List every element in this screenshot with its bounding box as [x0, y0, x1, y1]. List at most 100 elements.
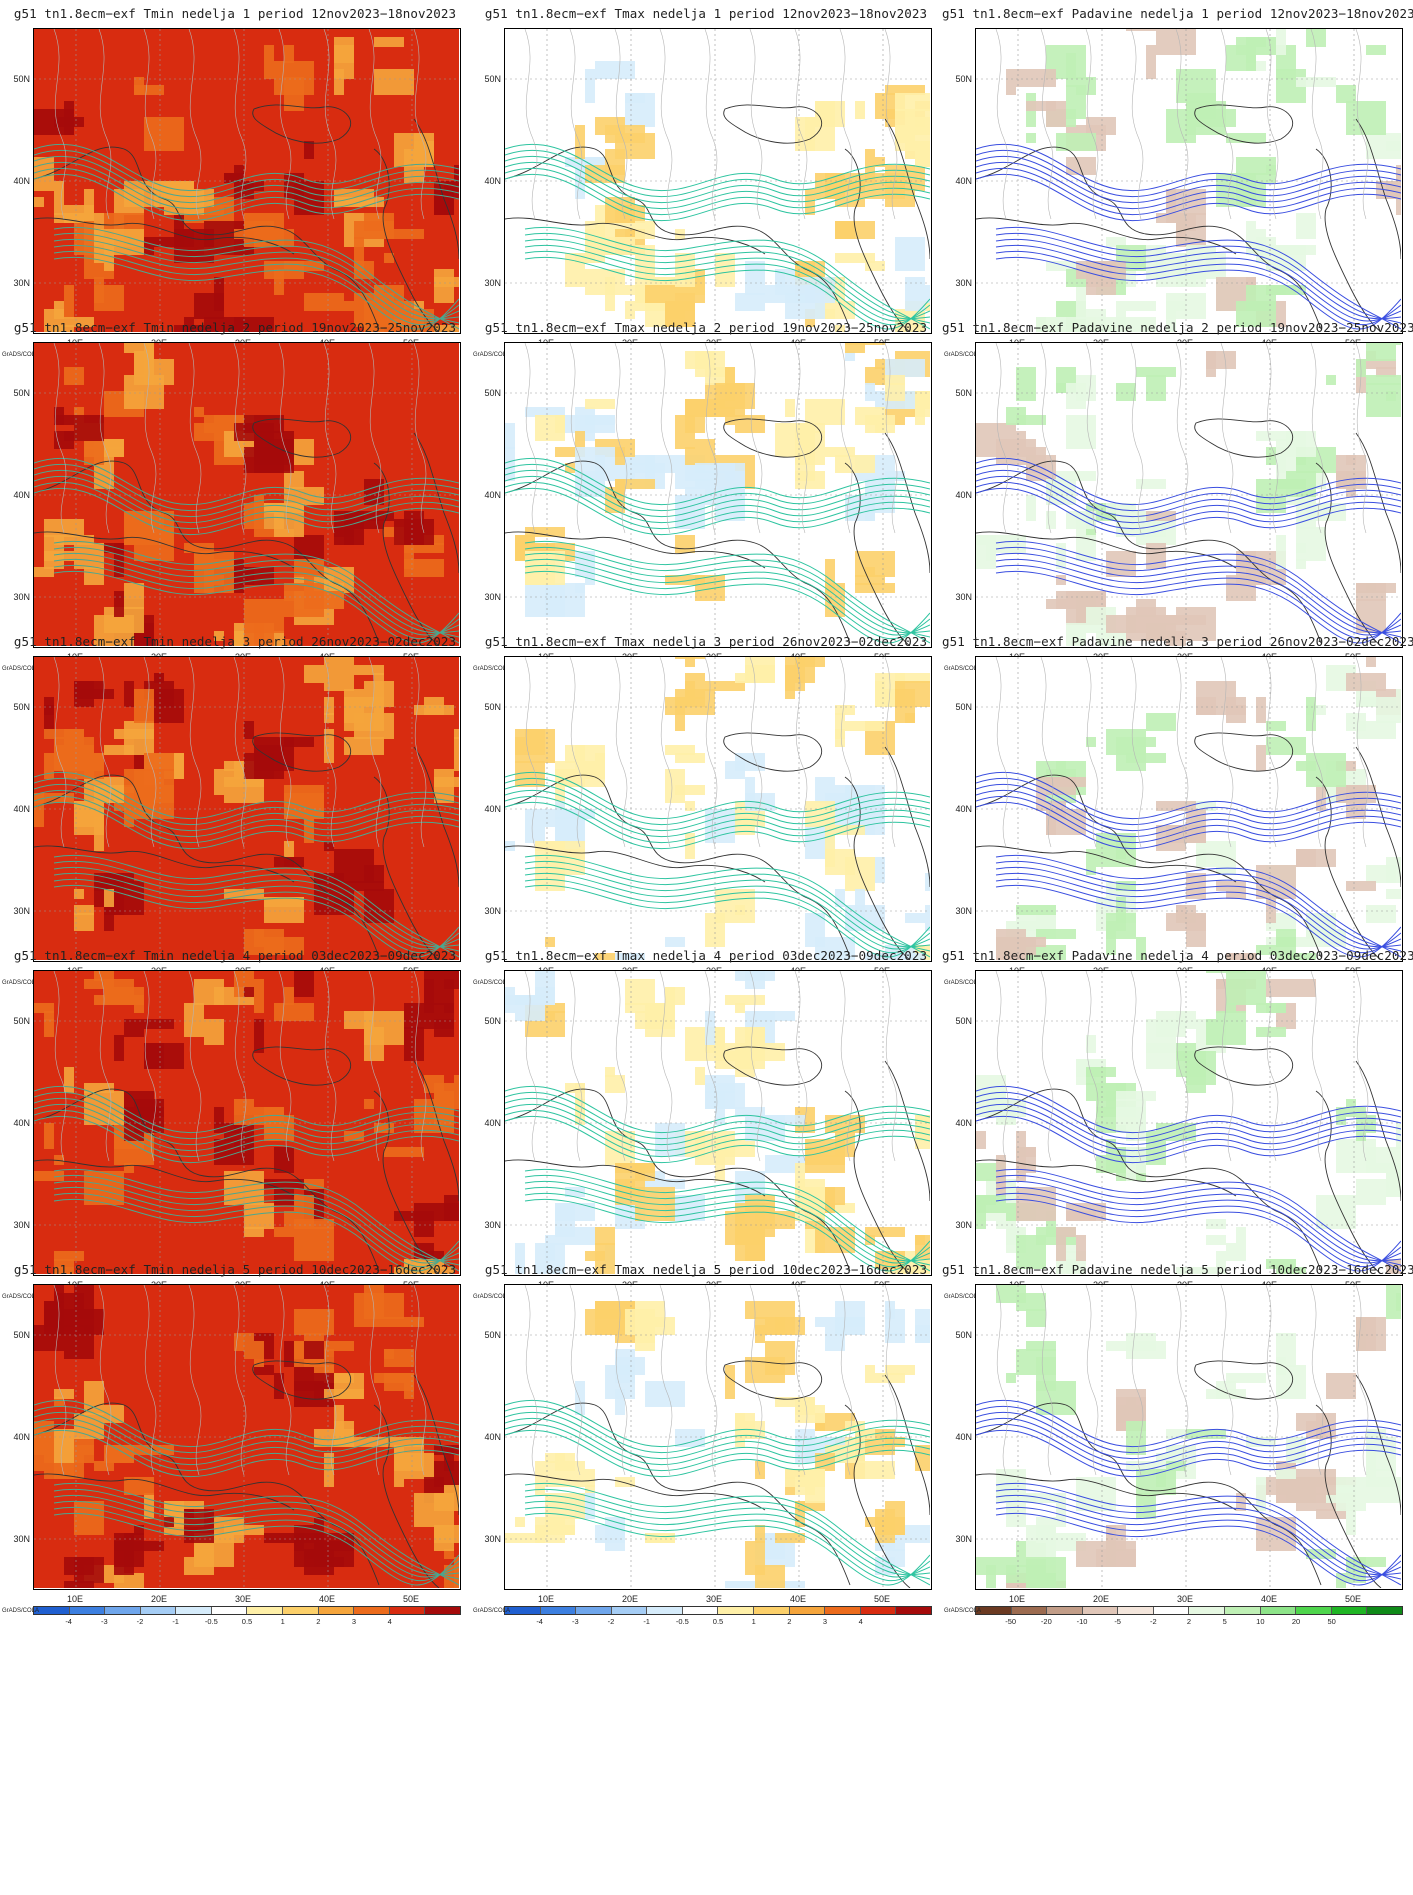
colorbar-tick-label: 5: [1222, 1617, 1227, 1626]
credit-label: GrADS/COLA: [944, 352, 982, 358]
latitude-label: 30N: [13, 1534, 30, 1544]
latitude-label: 30N: [484, 1220, 501, 1230]
map-panel-precip: g51 tn1.8ecm−exf Padavine nedelja 5 peri…: [942, 1256, 1413, 1634]
colorbar-cell: [1011, 1607, 1048, 1614]
colorbar-tick-label: 10: [1256, 1617, 1265, 1626]
panel-title: g51 tn1.8ecm−exf Tmax nedelja 1 period 1…: [484, 6, 928, 21]
latitude-label: 40N: [955, 1118, 972, 1128]
colorbar: [33, 1606, 461, 1615]
colorbar-tick-label: -2: [607, 1617, 615, 1626]
field-shading: [34, 1285, 459, 1588]
field-shading: [505, 343, 930, 617]
colorbar-cell: [1082, 1607, 1119, 1614]
colorbar-tick-label: 4: [858, 1617, 863, 1626]
colorbar-tick-label: 3: [822, 1617, 828, 1626]
map-canvas: [976, 657, 1401, 960]
latitude-label: 50N: [484, 388, 501, 398]
longitude-label: 30E: [705, 1594, 722, 1604]
colorbar-tick-label: -0.5: [675, 1617, 689, 1626]
contour-lines: [976, 1399, 1401, 1586]
panel-title: g51 tn1.8ecm−exf Tmin nedelja 4 period 0…: [13, 948, 457, 963]
map-canvas: [34, 29, 459, 332]
latitude-label: 40N: [13, 804, 30, 814]
colorbar-cell: [140, 1607, 177, 1614]
colorbar-tick-label: -1: [643, 1617, 650, 1626]
contour-lines: [505, 143, 930, 330]
longitude-label: 20E: [621, 1594, 638, 1604]
latitude-label: 40N: [13, 1118, 30, 1128]
colorbar: [975, 1606, 1403, 1615]
map-panel-precip: g51 tn1.8ecm−exf Padavine nedelja 3 peri…: [942, 628, 1413, 1006]
latitude-label: 50N: [13, 702, 30, 712]
colorbar-cell: [389, 1607, 426, 1614]
graticule: [976, 29, 1401, 332]
coastlines: [505, 1360, 930, 1588]
colorbar-cell: [1260, 1607, 1297, 1614]
colorbar-tick-label: 2: [316, 1617, 321, 1626]
country-borders: [524, 657, 898, 848]
map-panel-precip: g51 tn1.8ecm−exf Padavine nedelja 4 peri…: [942, 942, 1413, 1320]
latitude-label: 40N: [484, 176, 501, 186]
country-borders: [995, 1285, 1369, 1476]
colorbar-cell: [789, 1607, 826, 1614]
colorbar-tick-label: 20: [1291, 1617, 1301, 1626]
contour-lines: [505, 457, 930, 644]
colorbar-cell: [318, 1607, 355, 1614]
credit-label: GrADS/COLA: [944, 666, 982, 672]
latitude-label: 50N: [13, 74, 30, 84]
colorbar-tick-label: -2: [136, 1617, 144, 1626]
panel-title: g51 tn1.8ecm−exf Tmax nedelja 4 period 0…: [484, 948, 928, 963]
country-borders: [995, 29, 1369, 220]
colorbar-cell: [283, 1607, 319, 1614]
latitude-label: 30N: [955, 278, 972, 288]
map-frame: [975, 656, 1403, 962]
country-borders: [524, 1285, 898, 1476]
coastlines: [34, 418, 459, 646]
map-panel-tmin: g51 tn1.8ecm−exf Tmin nedelja 2 period 1…: [0, 314, 470, 692]
colorbar-cell: [69, 1607, 106, 1614]
colorbar-tick-label: 50: [1327, 1617, 1336, 1626]
longitude-label: 10E: [66, 1594, 83, 1604]
colorbar-tick-label: -2: [1149, 1617, 1157, 1626]
latitude-label: 50N: [955, 702, 972, 712]
country-borders: [53, 29, 427, 220]
country-borders: [995, 657, 1369, 848]
longitude-label: 50E: [873, 1594, 890, 1604]
credit-label: GrADS/COLA: [944, 980, 982, 986]
colorbar-cell: [576, 1607, 612, 1614]
longitude-label: 30E: [234, 1594, 251, 1604]
latitude-label: 40N: [955, 490, 972, 500]
longitude-label: 40E: [789, 1594, 806, 1604]
colorbar-tick-label: -4: [65, 1617, 72, 1626]
coastlines: [976, 732, 1401, 960]
map-canvas: [505, 657, 930, 960]
latitude-label: 40N: [13, 490, 30, 500]
colorbar-cell: [505, 1607, 541, 1614]
colorbar-tick-label: -4: [536, 1617, 543, 1626]
map-canvas: [34, 343, 459, 646]
latitude-label: 50N: [484, 74, 501, 84]
longitude-label: 10E: [537, 1594, 554, 1604]
latitude-label: 40N: [484, 1118, 501, 1128]
colorbar-cell: [1331, 1607, 1368, 1614]
latitude-label: 50N: [484, 1016, 501, 1026]
latitude-label: 50N: [13, 388, 30, 398]
contour-lines: [976, 143, 1401, 330]
colorbar-cell: [1367, 1607, 1402, 1614]
colorbar-cell: [682, 1607, 719, 1614]
map-frame: [975, 1284, 1403, 1590]
panel-title: g51 tn1.8ecm−exf Padavine nedelja 1 peri…: [942, 6, 1413, 21]
map-frame: [33, 1284, 461, 1590]
latitude-label: 30N: [955, 906, 972, 916]
country-borders: [53, 657, 427, 848]
map-frame: [33, 342, 461, 648]
credit-label: GrADS/COLA: [2, 1608, 40, 1614]
map-frame: [33, 28, 461, 334]
country-borders: [53, 1285, 427, 1476]
colorbar-cell: [34, 1607, 70, 1614]
longitude-label: 20E: [150, 1594, 167, 1604]
colorbar-cell: [425, 1607, 460, 1614]
colorbar-cell: [211, 1607, 248, 1614]
country-borders: [524, 343, 898, 534]
colorbar-cell: [611, 1607, 648, 1614]
